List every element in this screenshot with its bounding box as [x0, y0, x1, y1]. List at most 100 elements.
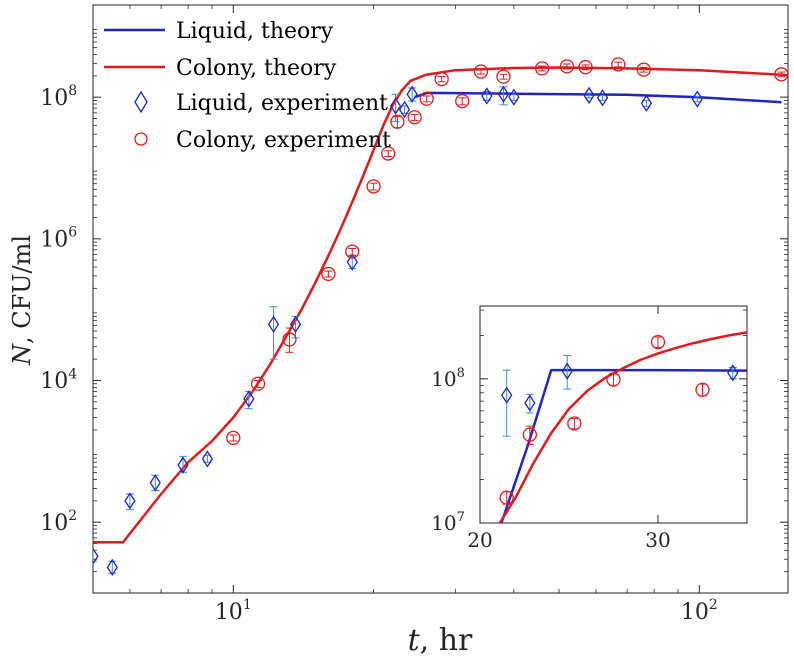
x-tick-label: 20 — [467, 528, 492, 552]
point-colony-experiment — [226, 430, 241, 445]
series-line-liquid-theory — [500, 368, 747, 523]
point-liquid-experiment — [177, 456, 189, 474]
point-colony-experiment — [636, 62, 651, 77]
y-tick-exponent: 6 — [68, 225, 77, 241]
point-liquid-experiment — [524, 394, 536, 412]
point-colony-experiment — [390, 114, 405, 129]
point-colony-experiment — [522, 427, 537, 442]
point-liquid-experiment — [106, 558, 118, 577]
point-liquid-experiment — [727, 364, 739, 382]
point-liquid-experiment — [267, 315, 280, 334]
point-liquid-experiment — [124, 492, 136, 510]
x-tick-label: 30 — [645, 528, 670, 552]
clipped-series — [498, 331, 747, 523]
legend-label-liquid-theory: Liquid, theory — [176, 19, 334, 44]
point-colony-experiment — [434, 71, 449, 87]
point-colony-experiment — [366, 179, 381, 194]
point-liquid-experiment — [501, 386, 513, 404]
legend-marker-colony-experiment — [134, 132, 148, 146]
y-tick-label: 106 — [40, 225, 77, 253]
point-colony-experiment — [473, 64, 489, 79]
point-colony-experiment — [282, 332, 297, 347]
point-colony-experiment — [534, 61, 550, 76]
point-colony-experiment — [774, 67, 788, 82]
point-colony-experiment — [611, 57, 626, 72]
x-axis-label: t, hr — [408, 623, 473, 658]
point-liquid-experiment — [691, 90, 703, 108]
y-tick-base: 10 — [40, 511, 68, 536]
y-tick-label: 108 — [40, 83, 77, 111]
series-line-colony-theory — [498, 331, 747, 523]
point-colony-experiment — [321, 266, 336, 282]
point-liquid-experiment — [149, 474, 161, 492]
y-tick-exponent: 2 — [68, 508, 77, 524]
point-liquid-experiment — [583, 86, 595, 105]
point-liquid-experiment — [398, 100, 411, 119]
x-axis-symbol: t — [408, 623, 421, 658]
point-colony-experiment — [499, 490, 514, 505]
point-liquid-experiment — [201, 450, 214, 468]
legend: Liquid, theory Colony, theory Liquid, ex… — [104, 19, 391, 153]
point-liquid-experiment — [640, 94, 653, 112]
series-line-liquid-theory — [414, 91, 782, 104]
point-liquid-experiment — [243, 390, 255, 408]
point-colony-experiment — [567, 416, 582, 431]
point-liquid-experiment — [481, 87, 493, 105]
series-line-colony-theory — [93, 66, 788, 544]
point-colony-experiment — [381, 146, 396, 161]
point-colony-experiment — [419, 91, 434, 106]
point-liquid-experiment — [289, 315, 302, 334]
x-tick-exponent: 1 — [243, 597, 252, 613]
main-plot-marks — [93, 57, 788, 577]
y-tick-base: 10 — [431, 511, 456, 535]
point-colony-experiment — [345, 244, 360, 259]
y-tick-exponent: 8 — [68, 83, 77, 99]
y-axis-label: N, CFU/ml — [8, 235, 36, 366]
y-tick-base: 10 — [431, 367, 456, 391]
legend-label-liquid-experiment: Liquid, experiment — [176, 91, 388, 116]
y-tick-base: 10 — [40, 228, 68, 253]
y-tick-label: 108 — [431, 366, 465, 391]
point-colony-experiment — [496, 69, 511, 84]
point-colony-experiment — [695, 382, 710, 397]
point-liquid-experiment — [561, 362, 573, 380]
x-tick-label: 101 — [215, 597, 252, 625]
point-liquid-experiment — [596, 89, 609, 107]
point-colony-experiment — [407, 110, 422, 125]
y-tick-base: 10 — [40, 86, 68, 111]
point-liquid-experiment — [497, 85, 510, 103]
inset-plot-marks — [498, 331, 747, 523]
point-colony-experiment — [559, 59, 575, 74]
point-liquid-experiment — [93, 547, 99, 565]
point-colony-experiment — [578, 60, 593, 75]
legend-label-colony-theory: Colony, theory — [176, 56, 337, 81]
y-axis-unit: , CFU/ml — [8, 235, 36, 344]
legend-label-colony-experiment: Colony, experiment — [176, 128, 391, 153]
x-axis-unit: , hr — [420, 623, 473, 658]
y-tick-label: 107 — [431, 510, 465, 535]
point-colony-experiment — [650, 334, 666, 350]
point-liquid-experiment — [406, 85, 418, 103]
y-tick-exponent: 4 — [68, 366, 77, 382]
point-colony-experiment — [455, 93, 470, 109]
point-colony-experiment — [250, 376, 266, 391]
y-axis-symbol: N — [8, 343, 36, 366]
y-tick-label: 104 — [40, 366, 77, 394]
legend-marker-liquid-experiment — [134, 90, 148, 114]
point-liquid-experiment — [346, 253, 358, 271]
clipped-series — [93, 57, 788, 577]
point-liquid-experiment — [389, 97, 402, 115]
y-tick-exponent: 7 — [457, 510, 465, 525]
x-tick-exponent: 2 — [709, 597, 718, 613]
y-tick-base: 10 — [40, 369, 68, 394]
y-tick-label: 102 — [40, 508, 77, 536]
point-liquid-experiment — [508, 88, 520, 106]
y-tick-exponent: 8 — [457, 366, 465, 381]
point-colony-experiment — [606, 372, 621, 387]
x-tick-label: 102 — [681, 597, 718, 625]
x-tick-base: 10 — [215, 600, 243, 625]
x-tick-base: 10 — [681, 600, 709, 625]
